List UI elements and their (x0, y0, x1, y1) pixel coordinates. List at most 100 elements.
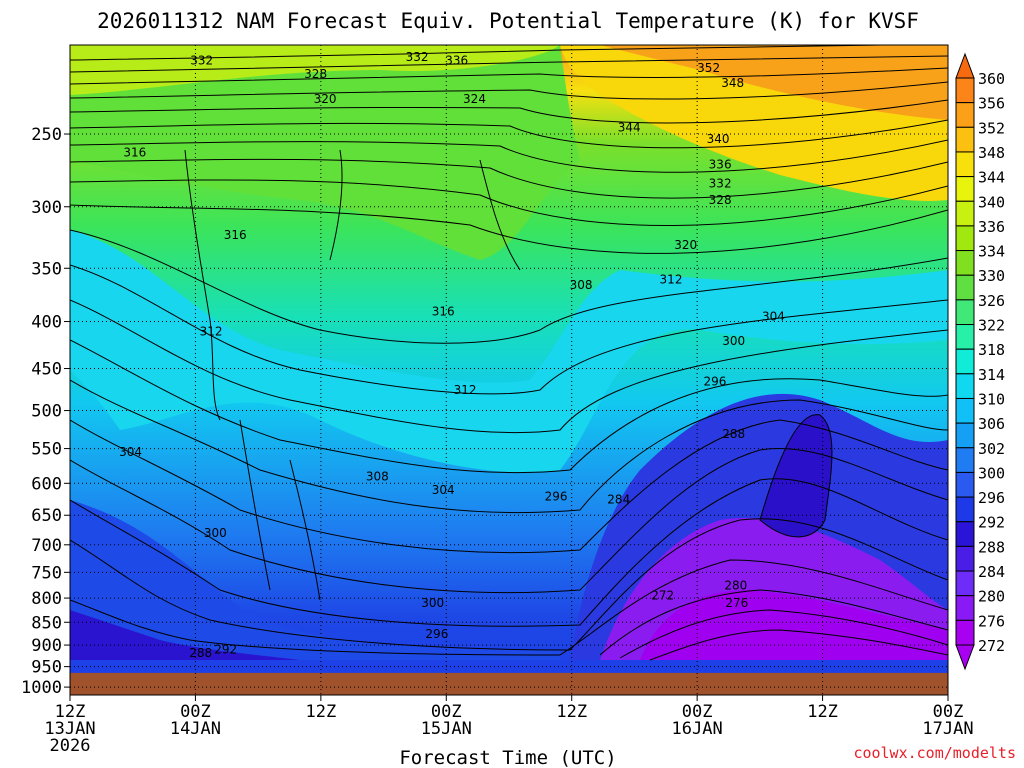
colorbar-label: 272 (978, 637, 1005, 655)
colorbar-swatch (955, 126, 975, 153)
contour-label: 292 (214, 642, 237, 656)
contour-label: 352 (697, 61, 720, 75)
colorbar-label: 340 (978, 193, 1005, 211)
contour-label: 288 (189, 646, 212, 660)
contour-label: 304 (119, 445, 142, 459)
contour-label: 332 (406, 50, 429, 64)
colorbar-label: 348 (978, 144, 1005, 162)
colorbar-swatch (955, 225, 975, 252)
colorbar-swatch (955, 496, 975, 523)
ground-terrain (70, 672, 948, 695)
contour-label: 300 (204, 526, 227, 540)
contour-label: 320 (314, 92, 337, 106)
colorbar-label: 352 (978, 119, 1005, 137)
contour-label: 328 (709, 193, 732, 207)
colorbar-swatch (955, 521, 975, 547)
contour-label: 284 (607, 493, 630, 507)
credit-text: coolwx.com/modelts (853, 744, 1016, 762)
contour-label: 308 (366, 470, 389, 484)
plot-area (70, 45, 948, 695)
colorbar-label: 292 (978, 514, 1005, 532)
colorbar-swatch (955, 595, 975, 621)
colorbar-swatch (955, 570, 975, 597)
y-tick-label: 600 (31, 474, 62, 494)
colorbar-label: 356 (978, 95, 1005, 113)
colorbar-label: 288 (978, 538, 1005, 556)
colorbar-swatch (955, 619, 975, 646)
colorbar-swatch (955, 299, 975, 326)
y-tick-label: 550 (31, 440, 62, 460)
y-tick-label: 650 (31, 506, 62, 526)
y-tick-label: 700 (31, 536, 62, 556)
colorbar-label: 336 (978, 218, 1005, 236)
contour-label: 320 (674, 238, 697, 252)
x-tick-label: 15JAN (421, 719, 472, 739)
y-tick-label: 950 (31, 658, 62, 678)
contour-label: 332 (190, 54, 213, 68)
colorbar-label: 330 (978, 267, 1005, 285)
contour-label: 336 (445, 54, 468, 68)
colorbar-label: 322 (978, 317, 1005, 335)
contour-label: 304 (762, 310, 785, 324)
field-deepblue-lower-left (70, 610, 300, 660)
colorbar-swatch (955, 250, 975, 276)
contour-label: 296 (545, 489, 568, 503)
field-warm-top-right (600, 45, 948, 120)
contour-label: 272 (651, 589, 674, 603)
colorbar-label: 314 (978, 366, 1005, 384)
colorbar-label: 300 (978, 464, 1005, 482)
field-yellowgreen-top (70, 45, 560, 95)
colorbar: 360 356 352 348 344 340 336 334 330 326 322 318 314 3… (955, 52, 1005, 671)
colorbar-swatch (955, 471, 975, 498)
colorbar-swatch (955, 348, 975, 375)
x-tick-label: 12Z (807, 702, 838, 722)
chart-title: 2026011312 NAM Forecast Equiv. Potential… (97, 9, 919, 33)
gridlines (70, 45, 948, 695)
y-tick-label: 500 (31, 402, 62, 422)
colorbar-arrow-top (955, 52, 975, 79)
colorbar-label: 296 (978, 489, 1005, 507)
contour-label: 312 (454, 383, 477, 397)
contour-label: 308 (570, 278, 593, 292)
contour-label: 316 (123, 146, 146, 160)
contour-label: 340 (707, 132, 730, 146)
x-tick-label: 14JAN (170, 719, 221, 739)
contour-label: 316 (432, 304, 455, 318)
y-tick-label: 350 (31, 259, 62, 279)
x-axis-label: Forecast Time (UTC) (399, 747, 616, 768)
colorbar-label: 310 (978, 390, 1005, 408)
x-tick-label: 17JAN (922, 719, 973, 739)
x-tick-label: 13JAN (44, 719, 95, 739)
colorbar-label: 284 (978, 563, 1005, 581)
colorbar-label: 344 (978, 169, 1005, 187)
y-tick-label: 1000 (21, 678, 62, 698)
y-tick-label: 900 (31, 636, 62, 656)
y-axis-ticks: 250 300 350 400 450 500 550 600 650 700 750 800 850 9… (21, 125, 70, 698)
colorbar-label: 280 (978, 588, 1005, 606)
contour-label: 312 (660, 273, 683, 287)
y-tick-label: 850 (31, 613, 62, 633)
field-violet-core (640, 590, 948, 660)
x-tick-label: 00Z (180, 702, 211, 722)
contour-label: 304 (432, 483, 455, 497)
field-blue-lower-left (70, 500, 560, 660)
contour-label: 332 (709, 176, 732, 190)
colorbar-label: 334 (978, 243, 1005, 261)
contour-label: 296 (703, 375, 726, 389)
colorbar-swatch (955, 422, 975, 449)
field-green-upper (70, 45, 580, 260)
x-tick-label: 00Z (431, 702, 462, 722)
contour-label: 316 (224, 228, 247, 242)
colorbar-label: 276 (978, 612, 1005, 630)
colorbar-swatch (955, 151, 975, 178)
contour-label: 300 (722, 334, 745, 348)
contour-label: 280 (724, 578, 747, 592)
contour-label: 348 (721, 76, 744, 90)
colorbar-label: 326 (978, 292, 1005, 310)
contour-label: 344 (618, 121, 641, 135)
colorbar-swatch (955, 545, 975, 572)
contour-label: 288 (722, 427, 745, 441)
contour-label: 336 (709, 158, 732, 172)
contour-label: 328 (304, 67, 327, 81)
